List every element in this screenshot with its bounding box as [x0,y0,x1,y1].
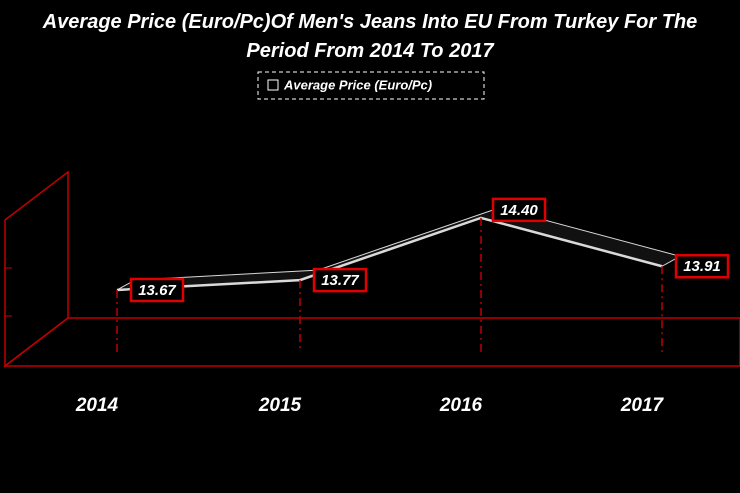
x-tick-label: 2014 [75,395,119,416]
x-tick-label: 2015 [258,395,302,416]
data-label: 13.77 [321,272,359,289]
x-tick-label: 2016 [439,395,483,416]
legend-swatch [267,79,279,91]
data-label-box [491,197,547,223]
left-wall [4,170,69,368]
x-tick-label: 2017 [620,395,665,416]
data-label: 13.91 [683,258,721,275]
legend-box [257,71,485,100]
data-label-box [129,277,185,303]
legend-label: Average Price (Euro/Pc) [283,77,432,92]
data-label: 13.67 [138,282,176,299]
data-label-box [312,267,368,293]
floor [2,317,740,367]
chart-title: Average Price (Euro/Pc)Of Men's Jeans In… [42,11,698,62]
line [116,216,663,292]
data-label: 14.40 [500,202,538,219]
data-label-box [674,254,730,279]
